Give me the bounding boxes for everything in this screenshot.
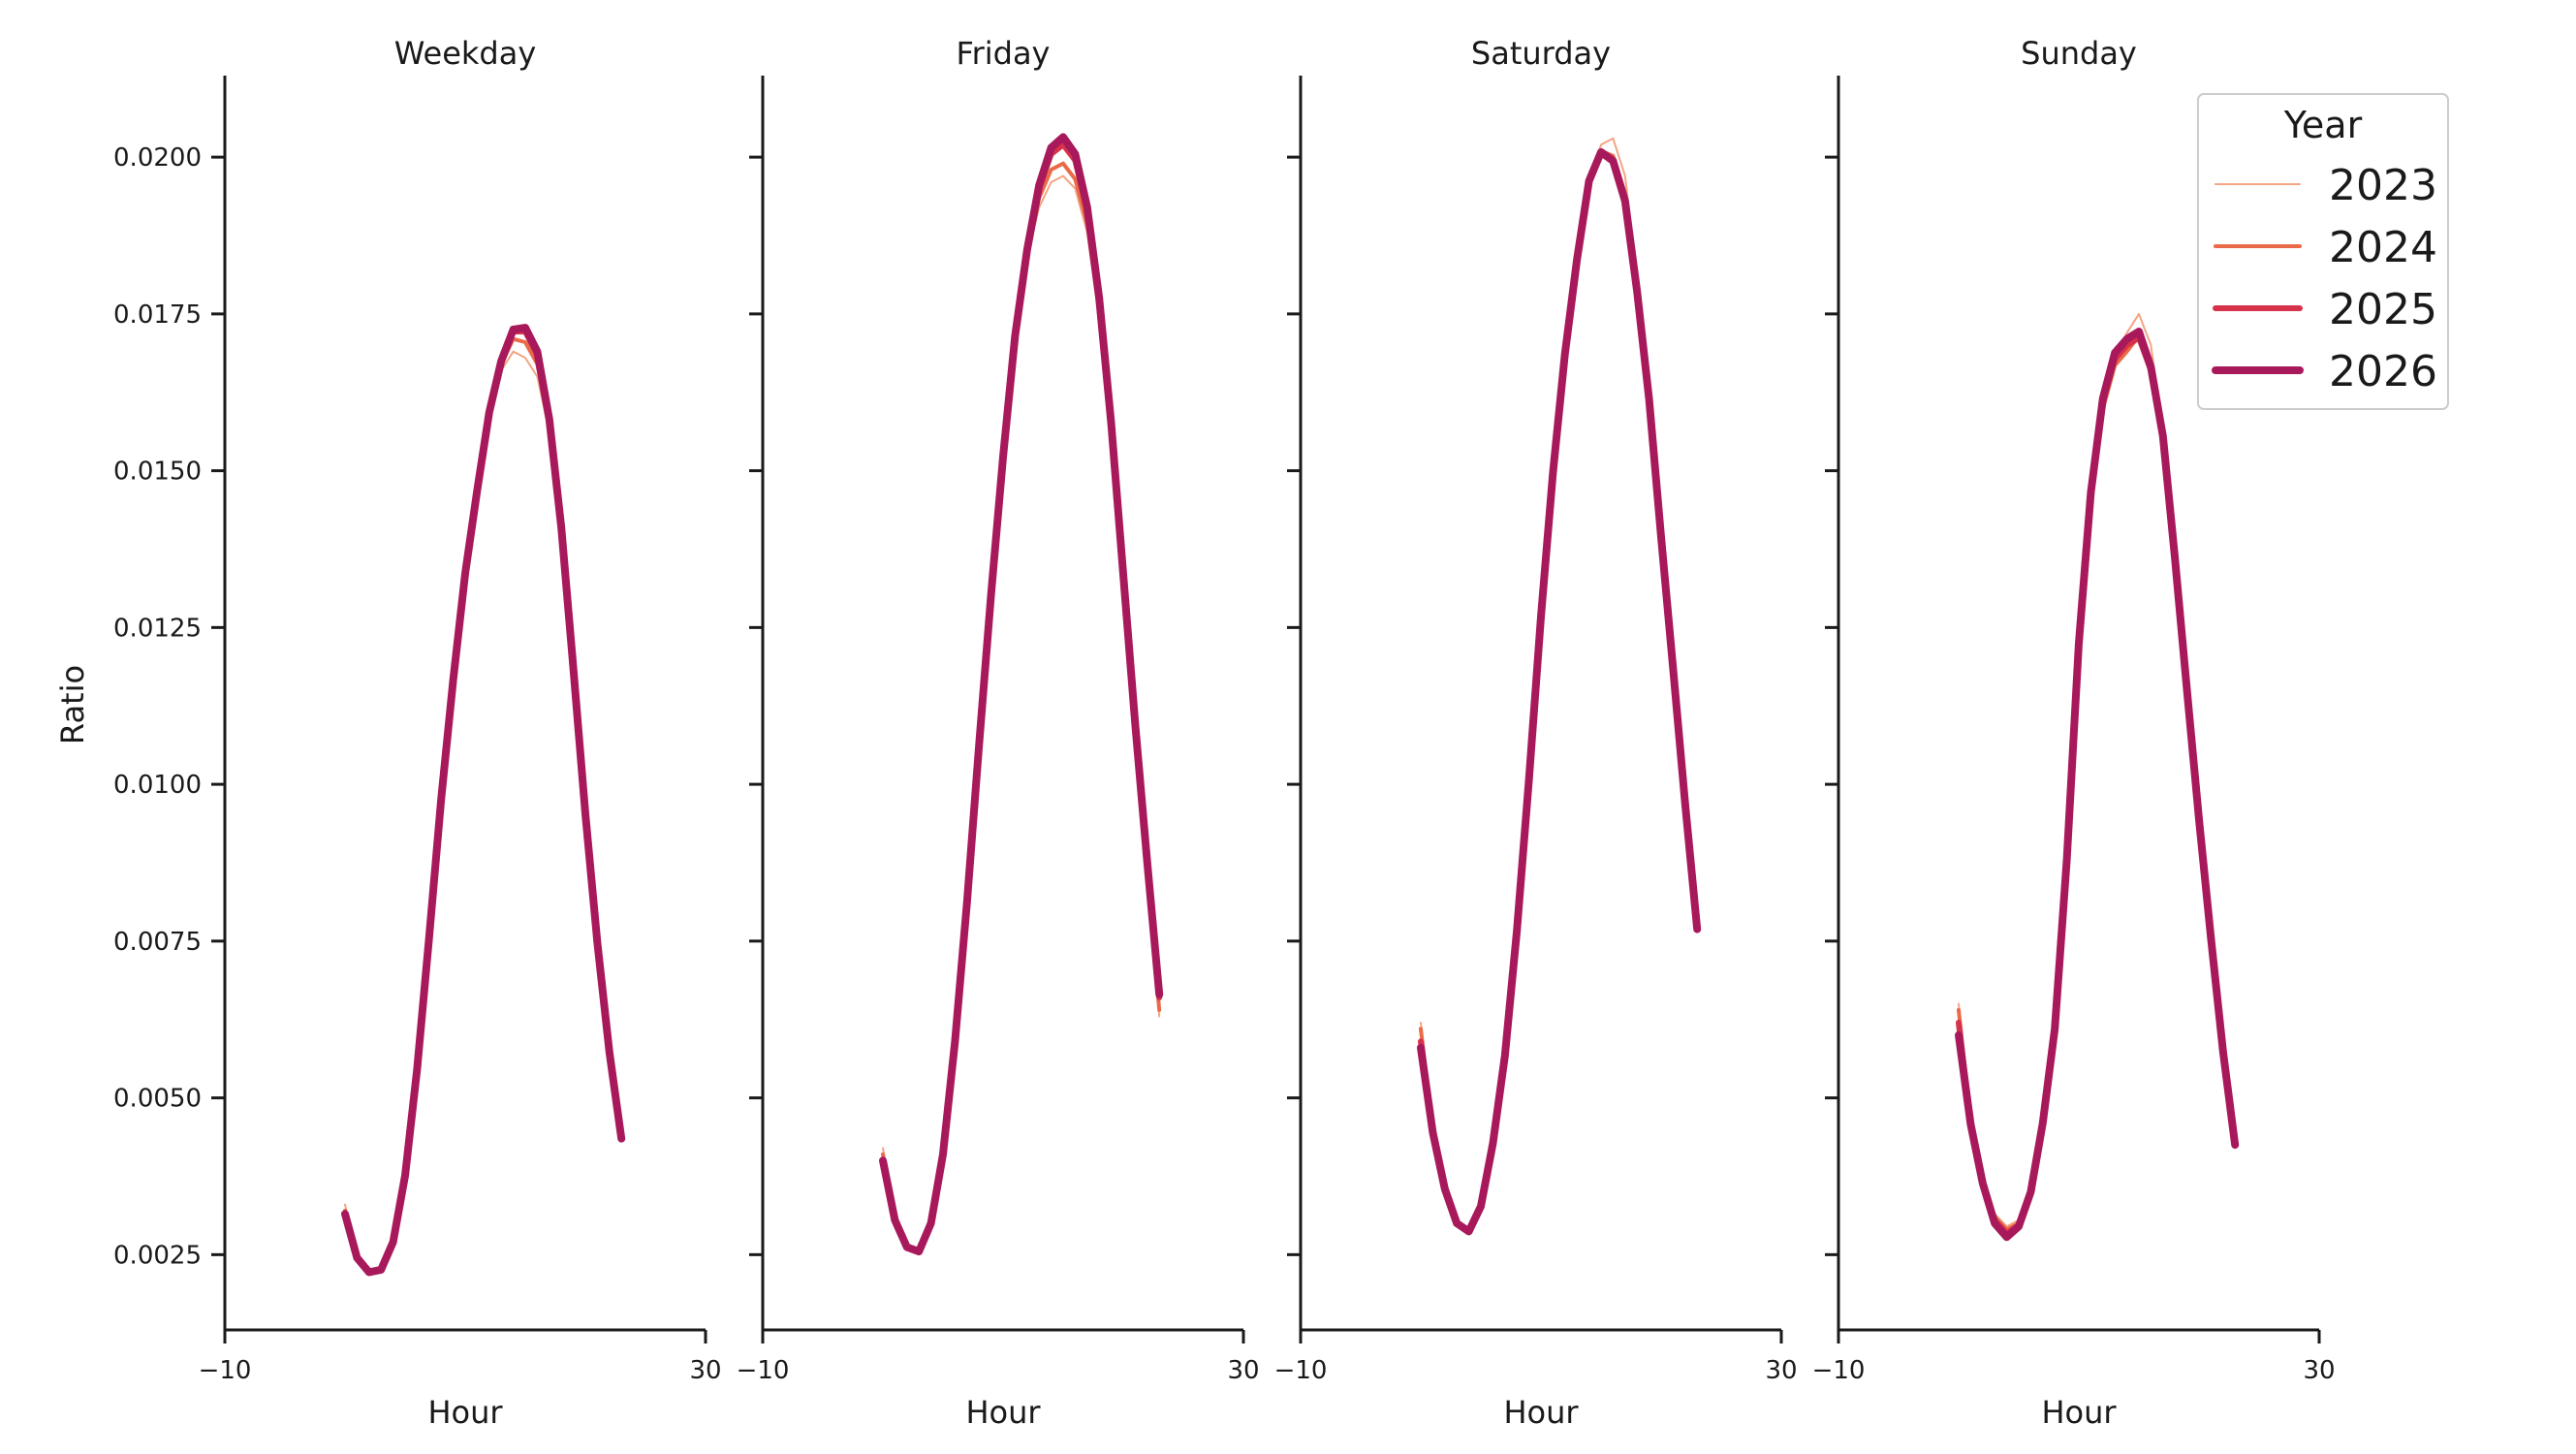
y-tick-label: 0.0050 xyxy=(113,1085,202,1114)
y-tick-label: 0.0025 xyxy=(113,1241,202,1270)
legend-box xyxy=(2197,93,2449,410)
x-tick-label: 30 xyxy=(1765,1356,1797,1385)
x-tick-label: 30 xyxy=(689,1356,721,1385)
panel-title: Saturday xyxy=(1471,35,1611,72)
y-tick-label: 0.0100 xyxy=(113,771,202,800)
y-axis-label: Ratio xyxy=(54,665,91,744)
series-line-2024 xyxy=(343,336,624,1274)
panel-title: Weekday xyxy=(394,35,537,72)
series-line-2025 xyxy=(1418,148,1701,1235)
x-tick-label: −10 xyxy=(1812,1356,1866,1385)
series-line-2026 xyxy=(1417,147,1702,1236)
legend-entry-label: 2024 xyxy=(2329,223,2437,272)
x-axis-label: Hour xyxy=(1503,1394,1579,1431)
series-line-2023 xyxy=(1420,137,1699,1231)
panel-title: Friday xyxy=(957,35,1051,72)
panel-weekday: Weekday 0.0025 0.0050 0.0075 0.0100 0.0125 0.0… xyxy=(113,35,722,1431)
series-line-2023 xyxy=(344,350,623,1272)
series-line-2026 xyxy=(1955,328,2240,1242)
x-axis-label: Hour xyxy=(965,1394,1041,1431)
series-line-2023 xyxy=(882,174,1161,1251)
x-tick-label: −10 xyxy=(737,1356,790,1385)
x-axis-label: Hour xyxy=(2041,1394,2117,1431)
y-tick-label: 0.0150 xyxy=(113,458,202,487)
panel-title: Sunday xyxy=(2021,35,2137,72)
series-line-2026 xyxy=(341,324,626,1277)
x-tick-label: −10 xyxy=(199,1356,252,1385)
panel-friday: Friday −10 30 Hour xyxy=(737,35,1260,1431)
y-tick-label: 0.0075 xyxy=(113,928,202,957)
x-axis-label: Hour xyxy=(427,1394,503,1431)
y-tick-label: 0.0200 xyxy=(113,143,202,173)
series-line-2024 xyxy=(881,161,1162,1253)
legend-title: Year xyxy=(2283,104,2363,146)
legend-entry-label: 2026 xyxy=(2329,347,2437,396)
panels: Weekday 0.0025 0.0050 0.0075 0.0100 0.0125 0.0… xyxy=(113,35,2336,1431)
legend-entry-label: 2025 xyxy=(2329,285,2437,334)
legend-entry-label: 2023 xyxy=(2329,161,2437,210)
series-line-2024 xyxy=(1419,148,1700,1233)
y-tick-label: 0.0125 xyxy=(113,614,202,643)
series-line-2026 xyxy=(879,133,1164,1256)
panel-saturday: Saturday −10 30 Hour xyxy=(1274,35,1798,1431)
x-tick-label: −10 xyxy=(1274,1356,1328,1385)
y-tick-label: 0.0175 xyxy=(113,300,202,330)
legend: Year 2023 2024 2025 2026 xyxy=(2197,93,2449,410)
x-tick-label: 30 xyxy=(2303,1356,2335,1385)
panel-sunday: Sunday −10 30 Hour xyxy=(1812,35,2336,1431)
x-tick-label: 30 xyxy=(1227,1356,1259,1385)
